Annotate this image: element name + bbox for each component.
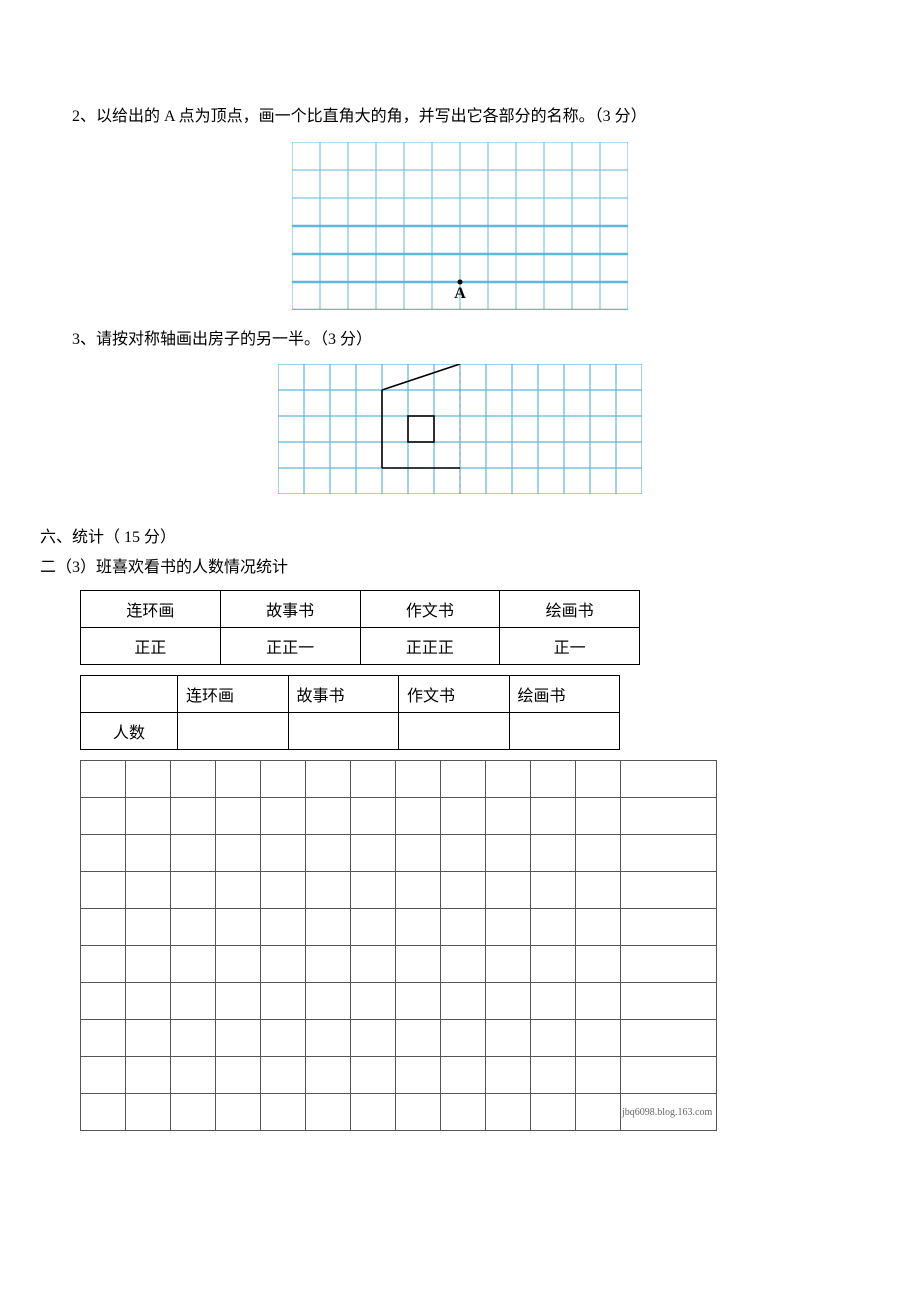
- q2-figure-wrapper: A: [40, 134, 880, 323]
- count-h0: [81, 676, 178, 713]
- q2-grid: A: [292, 142, 628, 315]
- tally-h1: 连环画: [81, 591, 221, 628]
- svg-text:A: A: [454, 285, 466, 302]
- count-c3: [399, 713, 510, 750]
- count-rowlabel: 人数: [81, 713, 178, 750]
- tally-h3: 作文书: [360, 591, 500, 628]
- count-table: 连环画 故事书 作文书 绘画书 人数: [80, 675, 620, 750]
- count-h4: 绘画书: [509, 676, 620, 713]
- count-h1: 连环画: [178, 676, 289, 713]
- tally-h4: 绘画书: [500, 591, 640, 628]
- q3-figure-wrapper: [40, 356, 880, 507]
- section6-subtitle: 二（3）班喜欢看书的人数情况统计: [40, 555, 880, 581]
- q2-text-span: 2、以给出的 A 点为顶点，画一个比直角大的角，并写出它各部分的名称。（3 分）: [40, 104, 647, 130]
- count-h3: 作文书: [399, 676, 510, 713]
- tally-header-row: 连环画 故事书 作文书 绘画书: [81, 591, 640, 628]
- blank-grid: jbq6098.blog.163.com: [80, 760, 717, 1131]
- tally-value-row: 正正 正正一 正正正 正一: [81, 628, 640, 665]
- q3-grid: [278, 364, 642, 499]
- count-c4: [509, 713, 620, 750]
- count-value-row: 人数: [81, 713, 620, 750]
- tally-h2: 故事书: [220, 591, 360, 628]
- tally-v3: 正正正: [360, 628, 500, 665]
- q2-text: 2、以给出的 A 点为顶点，画一个比直角大的角，并写出它各部分的名称。（3 分）: [40, 104, 880, 130]
- count-h2: 故事书: [288, 676, 399, 713]
- tally-table: 连环画 故事书 作文书 绘画书 正正 正正一 正正正 正一: [80, 590, 640, 665]
- section6-title: 六、统计（ 15 分）: [40, 525, 880, 551]
- tally-v1: 正正: [81, 628, 221, 665]
- q3-text: 3、请按对称轴画出房子的另一半。（3 分）: [40, 327, 880, 353]
- count-c2: [288, 713, 399, 750]
- tally-v2: 正正一: [220, 628, 360, 665]
- count-header-row: 连环画 故事书 作文书 绘画书: [81, 676, 620, 713]
- tally-v4: 正一: [500, 628, 640, 665]
- count-c1: [178, 713, 289, 750]
